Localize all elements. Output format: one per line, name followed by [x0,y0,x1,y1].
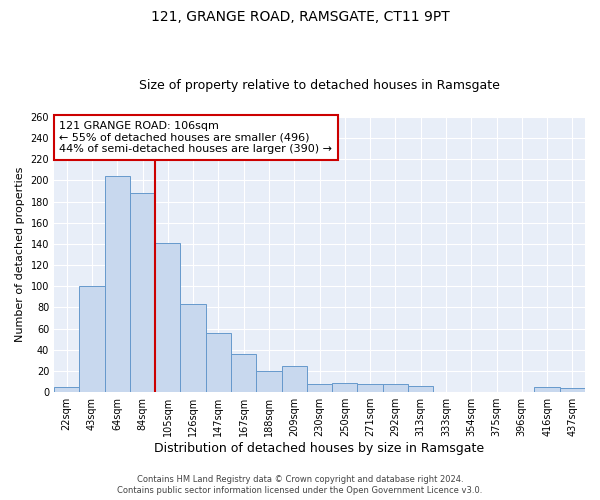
Bar [54,387,79,392]
Bar [307,384,332,392]
Bar [104,176,130,392]
Text: 121 GRANGE ROAD: 106sqm
← 55% of detached houses are smaller (496)
44% of semi-d: 121 GRANGE ROAD: 106sqm ← 55% of detache… [59,121,332,154]
Bar [155,243,181,392]
Bar [281,366,307,392]
Y-axis label: Number of detached properties: Number of detached properties [15,167,25,342]
Bar [535,387,560,392]
Title: Size of property relative to detached houses in Ramsgate: Size of property relative to detached ho… [139,79,500,92]
Bar [560,388,585,392]
Bar [383,384,408,392]
Bar [130,193,155,392]
Bar [408,386,433,392]
Bar [181,304,206,392]
X-axis label: Distribution of detached houses by size in Ramsgate: Distribution of detached houses by size … [154,442,485,455]
Text: Contains HM Land Registry data © Crown copyright and database right 2024.: Contains HM Land Registry data © Crown c… [137,474,463,484]
Bar [358,384,383,392]
Bar [79,286,104,392]
Text: 121, GRANGE ROAD, RAMSGATE, CT11 9PT: 121, GRANGE ROAD, RAMSGATE, CT11 9PT [151,10,449,24]
Bar [332,382,358,392]
Bar [231,354,256,392]
Bar [206,333,231,392]
Bar [256,371,281,392]
Text: Contains public sector information licensed under the Open Government Licence v3: Contains public sector information licen… [118,486,482,495]
